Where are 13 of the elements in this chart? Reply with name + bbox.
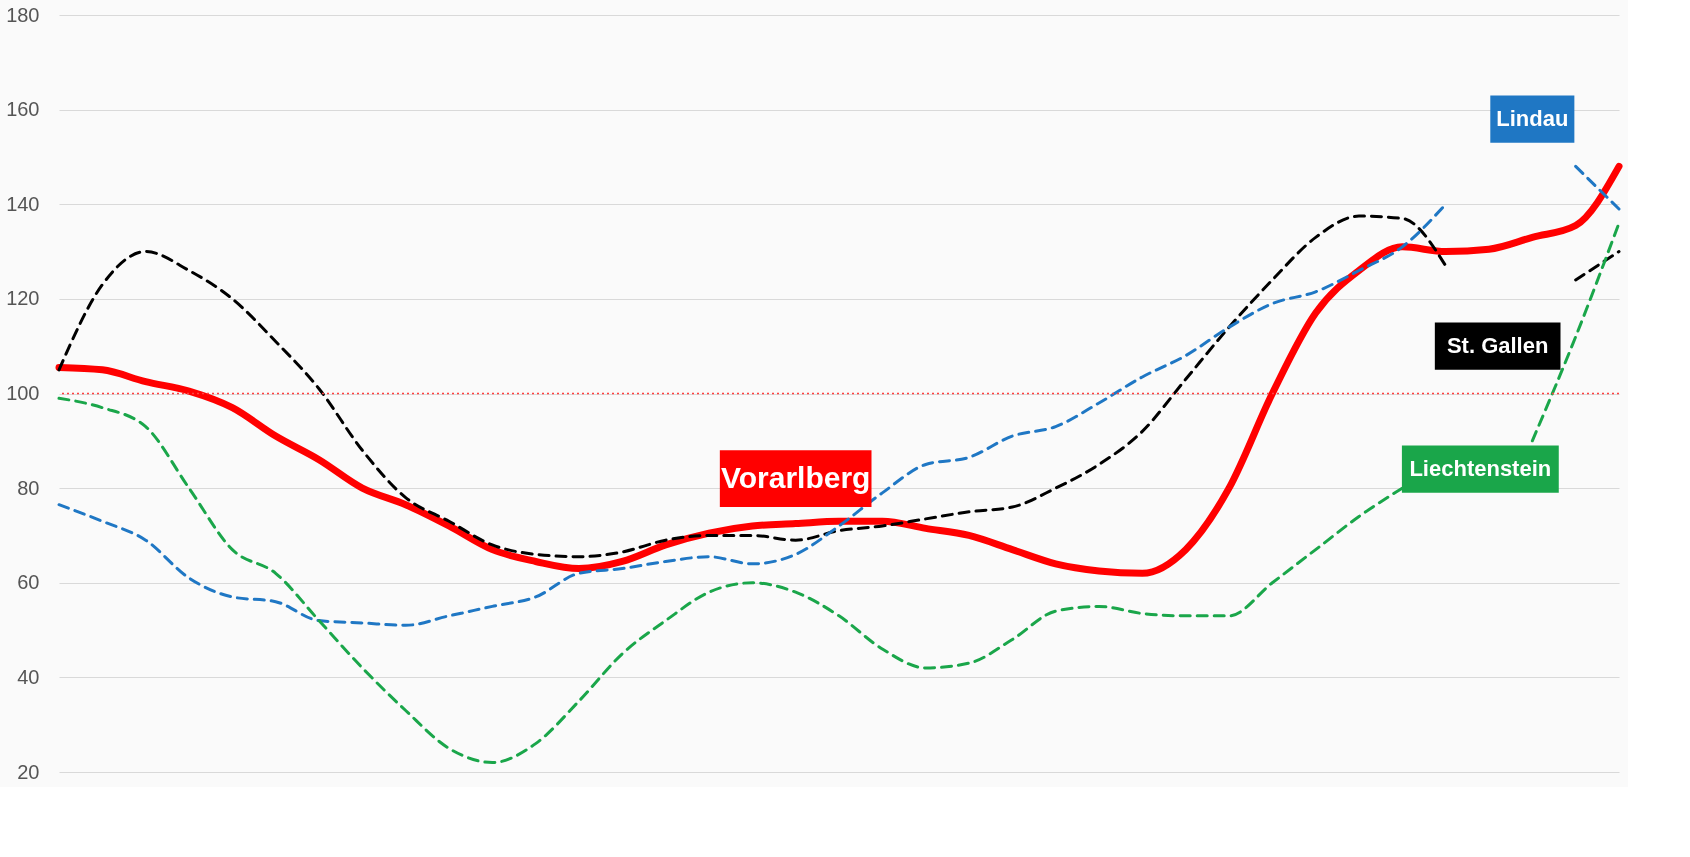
text: St. Gallen [1446,333,1549,359]
series-label: Liechtenstein [1409,456,1552,482]
series-label: Vorarlberg [720,460,871,494]
y-tick-label: 80 [17,476,40,499]
y-tick-label: 40 [17,665,40,688]
y-tick-label: 140 [6,192,40,215]
y-tick-label: 100 [6,382,40,404]
series-label: Lindau [1496,106,1569,132]
y-tick-label: 120 [6,287,40,310]
y-tick-label: 20 [17,760,40,783]
y-tick-label: 160 [6,98,40,121]
y-tick-label: 60 [17,571,40,594]
y-tick-label: 180 [6,3,40,26]
